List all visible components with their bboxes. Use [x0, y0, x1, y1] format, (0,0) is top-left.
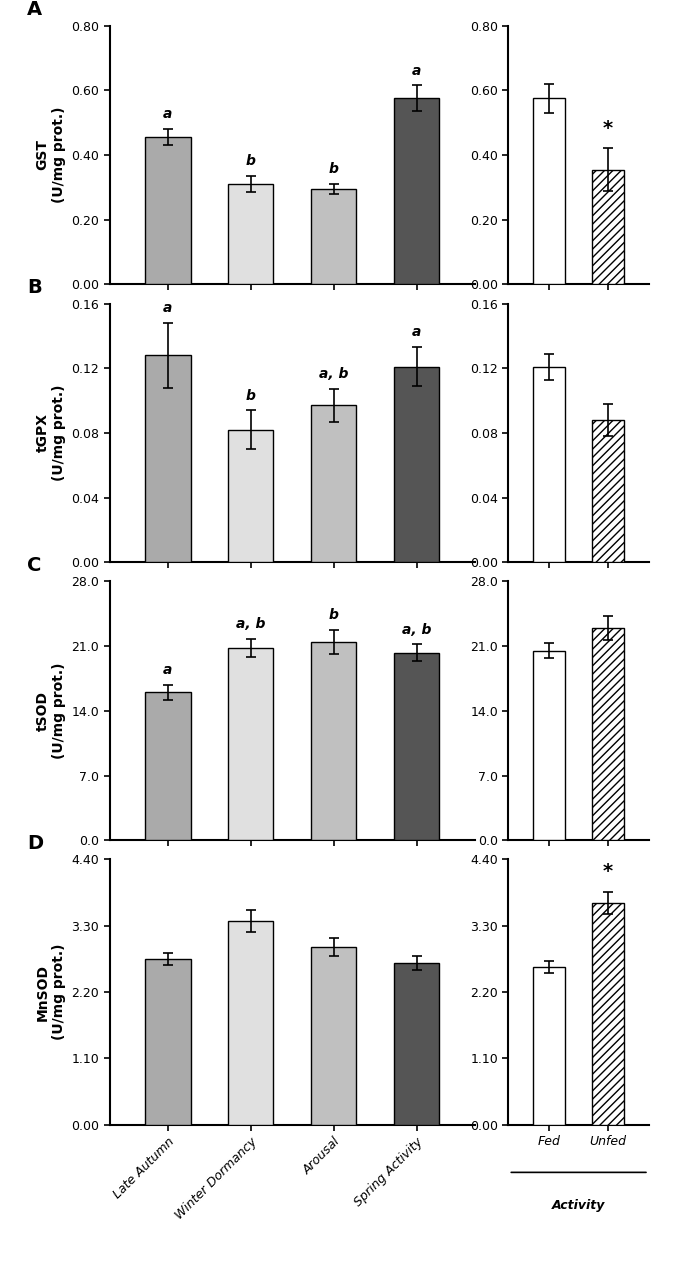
Bar — [228, 648, 273, 841]
Text: b: b — [329, 608, 338, 622]
Text: Activity: Activity — [552, 1199, 606, 1212]
Bar — [394, 653, 440, 841]
Bar — [592, 420, 624, 562]
Text: D: D — [27, 835, 44, 854]
Text: a: a — [163, 302, 173, 316]
Text: *: * — [603, 863, 613, 882]
Y-axis label: GST
(U/mg prot.): GST (U/mg prot.) — [36, 106, 66, 203]
Text: b: b — [246, 155, 256, 169]
Text: b: b — [329, 162, 338, 176]
Text: a: a — [163, 663, 173, 677]
Bar — [311, 405, 356, 562]
Bar — [534, 966, 565, 1125]
Y-axis label: MnSOD
(U/mg prot.): MnSOD (U/mg prot.) — [36, 943, 66, 1040]
Bar — [145, 958, 190, 1125]
Y-axis label: tSOD
(U/mg prot.): tSOD (U/mg prot.) — [36, 662, 66, 759]
Text: B: B — [27, 279, 42, 298]
Text: a, b: a, b — [319, 368, 349, 382]
Bar — [311, 947, 356, 1125]
Text: C: C — [27, 556, 42, 575]
Text: a: a — [412, 64, 421, 78]
Bar — [592, 627, 624, 841]
Text: b: b — [246, 389, 256, 403]
Bar — [311, 642, 356, 841]
Bar — [394, 964, 440, 1125]
Bar — [145, 355, 190, 562]
Bar — [228, 429, 273, 562]
Text: A: A — [27, 0, 42, 19]
Bar — [592, 902, 624, 1125]
Bar — [592, 170, 624, 285]
Text: *: * — [603, 119, 613, 138]
Y-axis label: tGPX
(U/mg prot.): tGPX (U/mg prot.) — [36, 385, 66, 482]
Bar — [228, 921, 273, 1125]
Bar — [534, 367, 565, 562]
Text: a: a — [163, 107, 173, 121]
Bar — [311, 189, 356, 285]
Bar — [394, 367, 440, 562]
Bar — [394, 98, 440, 285]
Bar — [145, 693, 190, 841]
Bar — [534, 98, 565, 285]
Text: a, b: a, b — [236, 617, 265, 631]
Text: a: a — [412, 326, 421, 340]
Bar — [228, 184, 273, 285]
Bar — [534, 651, 565, 841]
Text: a, b: a, b — [402, 622, 432, 636]
Bar — [145, 137, 190, 285]
